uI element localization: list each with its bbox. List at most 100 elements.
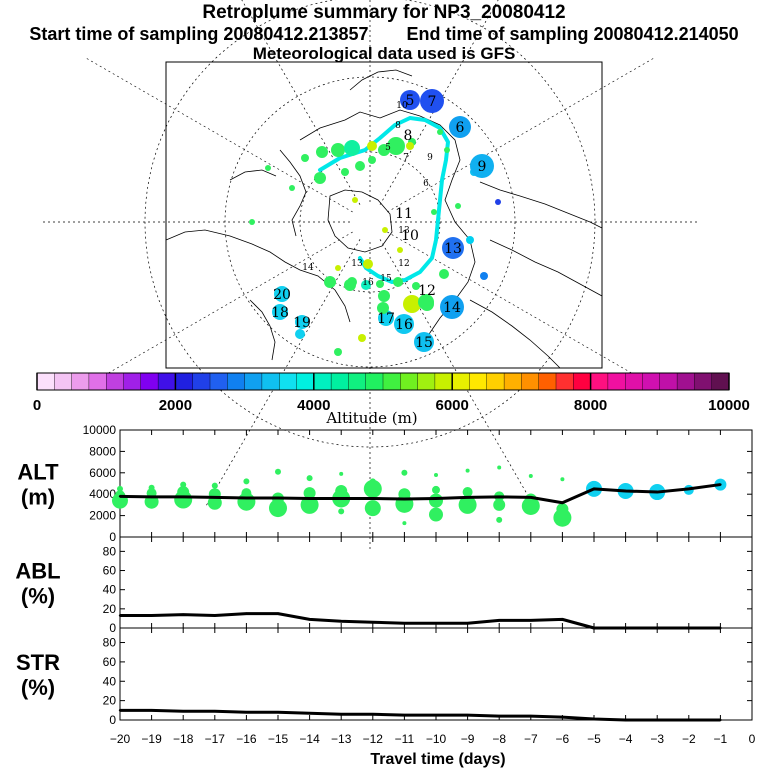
time-label-small: 6: [423, 179, 429, 189]
time-marker: [274, 286, 290, 302]
plume-dot: [344, 140, 360, 156]
colorbar-tick-label: 8000: [574, 397, 607, 414]
x-tick-label: −4: [619, 732, 633, 746]
alt-data-point: [466, 496, 469, 499]
time-label: 18: [271, 305, 289, 321]
altitude-cluster-point: [335, 484, 348, 497]
panel-ylabel-unit: (%): [21, 675, 55, 700]
x-tick-label: −5: [587, 732, 601, 746]
altitude-cluster-point: [269, 499, 287, 518]
abl-data-point: [371, 621, 374, 624]
plume-dot: [249, 219, 255, 225]
colorbar-swatch: [88, 372, 107, 391]
time-label: 9: [478, 159, 487, 175]
x-tick-label: −16: [236, 732, 257, 746]
colorbar-swatch: [711, 372, 730, 391]
plume-dot: [437, 129, 443, 135]
time-label: 11: [395, 206, 413, 222]
time-marker: [400, 90, 420, 110]
colorbar-swatch: [192, 372, 211, 391]
plume-dot: [289, 185, 295, 191]
x-tick-label: −11: [395, 732, 415, 746]
time-label: 13: [444, 241, 462, 257]
str-data-point: [308, 712, 311, 715]
altitude-cluster-point: [560, 477, 565, 482]
time-label: 20: [273, 287, 291, 303]
y-tick-label: 8000: [89, 444, 116, 458]
colorbar-swatch: [573, 372, 592, 391]
plume-dot: [324, 276, 336, 288]
str-data-point: [245, 711, 248, 714]
x-tick-label: −2: [682, 732, 696, 746]
abl-data-point: [403, 622, 406, 625]
abl-data-point: [529, 619, 532, 622]
time-label: 15: [415, 335, 433, 351]
time-marker: [394, 314, 414, 334]
colorbar-swatch: [175, 372, 194, 391]
colorbar-label: Altitude (m): [325, 409, 417, 427]
time-label: 12: [418, 283, 436, 299]
colorbar-tick-label: 6000: [436, 397, 469, 414]
altitude-cluster-point: [207, 495, 222, 510]
plume-dot: [367, 141, 377, 151]
abl-data-point: [213, 614, 216, 617]
panel-ylabel: STR: [16, 650, 60, 675]
meridian-line: [387, 56, 656, 213]
altitude-cluster-point: [363, 479, 382, 498]
panel-alt: 0 2000 4000 6000 8000 10000 ALT(m): [17, 423, 753, 544]
time-marker: [393, 277, 403, 287]
time-label-small: 7: [403, 153, 409, 163]
panel-ylabel-unit: (m): [21, 485, 55, 510]
panel-ylabel-unit: (%): [21, 584, 55, 609]
time-marker: [449, 116, 471, 138]
y-tick-label: 20: [103, 694, 117, 708]
y-tick-label: 80: [103, 636, 117, 650]
altitude-cluster-point: [369, 478, 376, 485]
colorbar-swatch: [105, 372, 124, 391]
met-data-label: Meteorological data used is GFS: [252, 44, 516, 63]
time-label-small: 5: [385, 143, 391, 153]
y-tick-label: 4000: [89, 487, 116, 501]
panel-frame: [119, 627, 753, 721]
altitude-cluster-point: [243, 478, 250, 485]
colorbar-swatch: [486, 372, 505, 391]
plume-dot: [387, 137, 405, 155]
x-tick-label: −15: [268, 732, 289, 746]
x-tick-label: −3: [650, 732, 664, 746]
str-data-point: [498, 714, 501, 718]
altitude-cluster-point: [432, 485, 440, 494]
plume-dot: [361, 280, 371, 290]
colorbar-tick-label: 10000: [708, 397, 750, 414]
start-time-label: Start time of sampling 20080412.213857: [29, 24, 369, 44]
colorbar-tick-label: 0: [33, 397, 41, 414]
altitude-cluster-point: [429, 493, 443, 508]
plume-dot: [331, 143, 345, 157]
time-series-panels: 0200040006000800010000ALT(m)020406080ABL…: [15, 423, 755, 768]
time-label: 5: [406, 93, 415, 109]
time-label: 7: [428, 94, 437, 110]
chart-title: Retroplume summary for NP3_20080412: [202, 2, 566, 23]
colorbar-swatch: [694, 372, 713, 391]
time-marker: [272, 304, 288, 320]
alt-data-point: [403, 497, 406, 501]
time-label: 17: [377, 311, 395, 327]
altitude-cluster-point: [434, 472, 438, 477]
y-tick-label: 20: [103, 602, 117, 616]
abl-data-point: [276, 612, 280, 615]
abl-data-point: [340, 620, 343, 623]
str-data-point: [466, 713, 469, 717]
alt-data-point: [498, 495, 501, 499]
altitude-cluster-point: [275, 468, 281, 475]
alt-data-point: [371, 497, 374, 500]
colorbar-swatch: [521, 372, 540, 391]
plume-dot: [358, 334, 366, 342]
colorbar-swatch: [642, 372, 661, 391]
time-marker: [420, 89, 444, 113]
colorbar-swatch: [659, 372, 678, 391]
time-label-small: 14: [302, 263, 314, 273]
y-tick-label: 0: [109, 621, 116, 635]
alt-data-point: [529, 496, 532, 499]
colorbar-swatch: [469, 372, 488, 391]
x-tick-label: −8: [492, 732, 506, 746]
